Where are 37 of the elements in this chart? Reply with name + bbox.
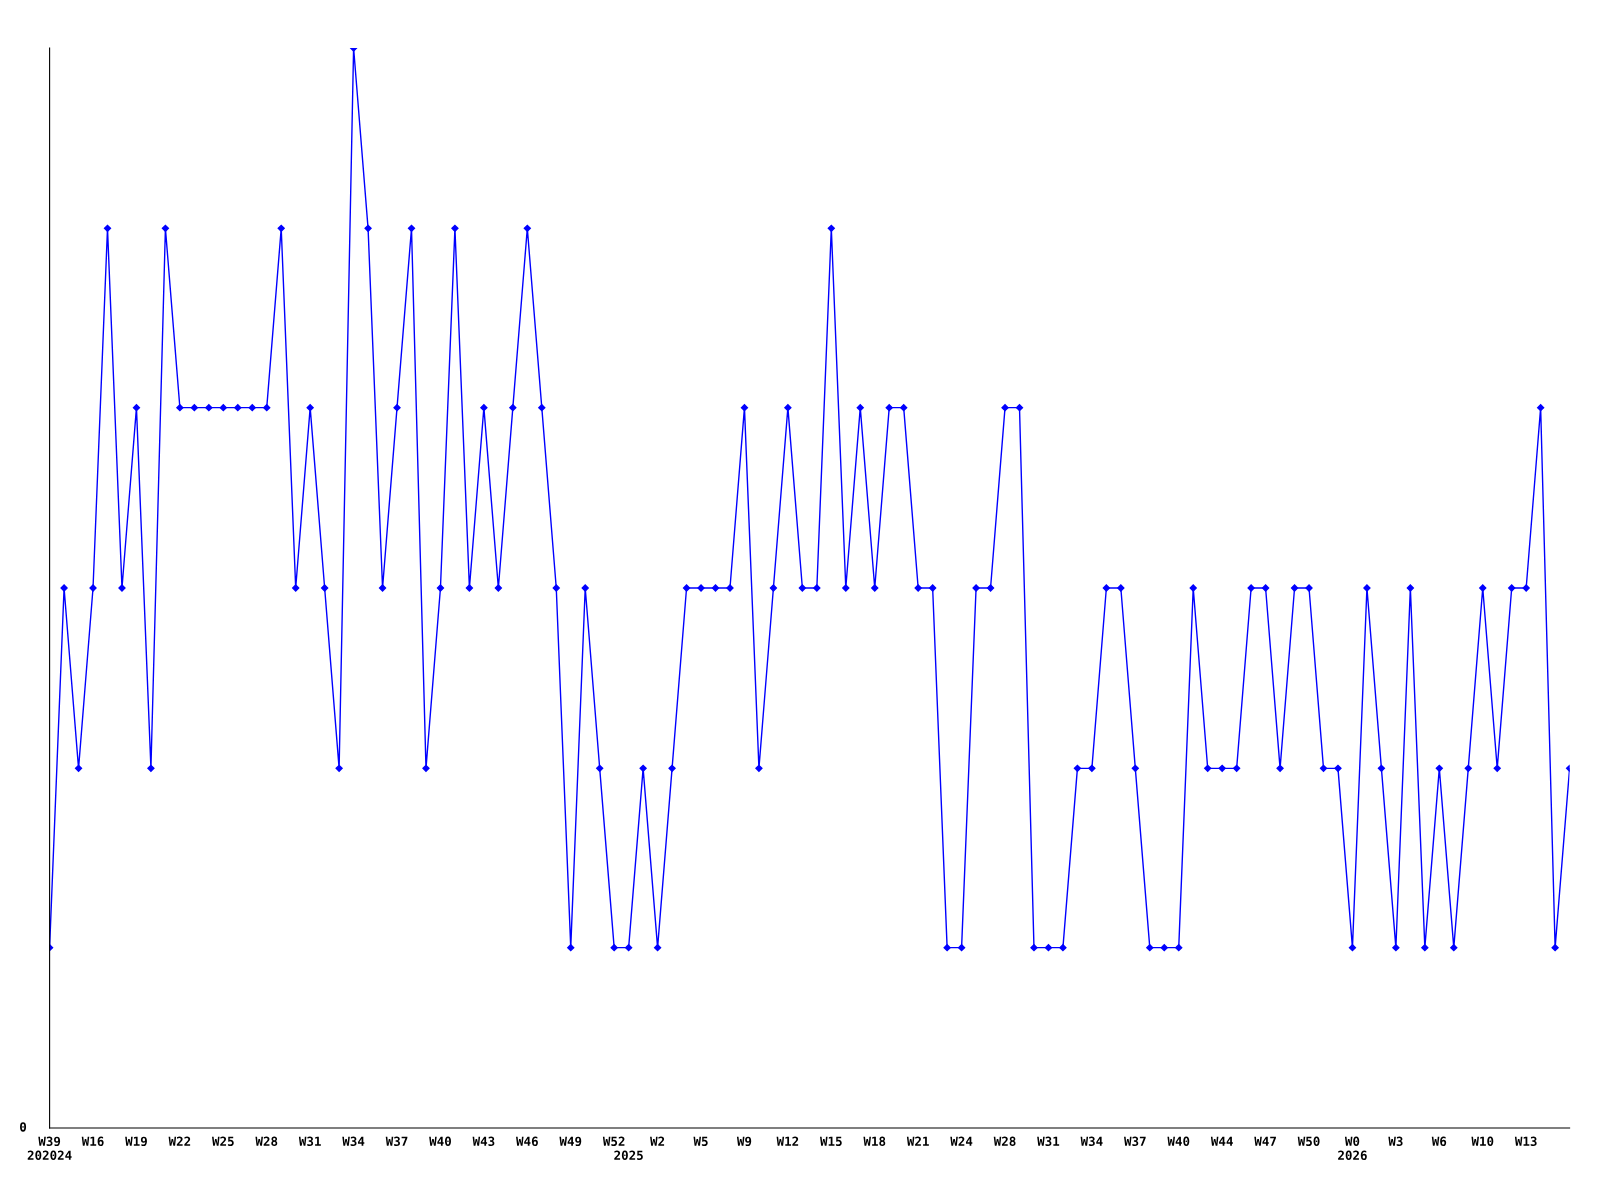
x-tick-label: W39 202024 bbox=[27, 1136, 72, 1161]
x-tick-label: W0 2026 bbox=[1338, 1136, 1367, 1161]
text: 0 bbox=[20, 1122, 27, 1132]
x-tick-label: W44 bbox=[1210, 1136, 1233, 1146]
x-tick-label: W13 bbox=[1514, 1136, 1537, 1147]
x-tick-label: W2 bbox=[650, 1136, 665, 1146]
x-tick-label: W40 bbox=[429, 1136, 451, 1147]
x-tick-label: W47 bbox=[1254, 1136, 1276, 1146]
x-tick-label: W37 bbox=[385, 1136, 408, 1147]
x-tick-label: W34 bbox=[1080, 1136, 1103, 1147]
x-tick-label: W31 bbox=[298, 1136, 321, 1147]
x-tick-label: W34 bbox=[342, 1136, 365, 1147]
x-tick-label: W6 bbox=[1431, 1136, 1447, 1147]
x-tick-label: W31 bbox=[1037, 1136, 1060, 1147]
x-tick-label: 2025 bbox=[614, 1150, 643, 1161]
x-tick-label: W40 bbox=[1167, 1136, 1190, 1147]
x-tick-label: W3 bbox=[1388, 1136, 1403, 1147]
x-tick-label: W9 bbox=[736, 1136, 752, 1147]
x-tick-label: W24 bbox=[950, 1136, 973, 1146]
x-tick-label: W18 bbox=[863, 1136, 886, 1147]
x-tick-label: W52 bbox=[602, 1136, 625, 1147]
x-tick-label: W21 bbox=[906, 1136, 929, 1146]
x-tick-label: W49 bbox=[559, 1136, 582, 1147]
x-tick-label: W25 bbox=[212, 1136, 234, 1147]
x-tick-label: W16 bbox=[81, 1136, 104, 1147]
x-tick-label: W37 bbox=[1124, 1136, 1146, 1147]
x-tick-label: W28 bbox=[255, 1136, 278, 1147]
x-tick-label: W10 bbox=[1471, 1136, 1494, 1147]
x-tick-label: W46 bbox=[516, 1136, 538, 1147]
x-tick-label: W43 bbox=[472, 1136, 495, 1147]
x-tick-label: W15 bbox=[820, 1136, 842, 1147]
x-tick-label: W28 bbox=[993, 1136, 1016, 1147]
x-tick-label: W19 bbox=[125, 1136, 147, 1147]
x-tick-label: W50 bbox=[1297, 1136, 1320, 1147]
x-tick-label: W12 bbox=[776, 1136, 799, 1146]
x-tick-label: W5 bbox=[693, 1136, 708, 1147]
x-tick-label: W22 bbox=[168, 1136, 191, 1146]
